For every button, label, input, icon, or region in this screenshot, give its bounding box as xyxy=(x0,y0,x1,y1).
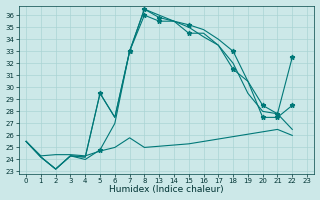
X-axis label: Humidex (Indice chaleur): Humidex (Indice chaleur) xyxy=(109,185,224,194)
